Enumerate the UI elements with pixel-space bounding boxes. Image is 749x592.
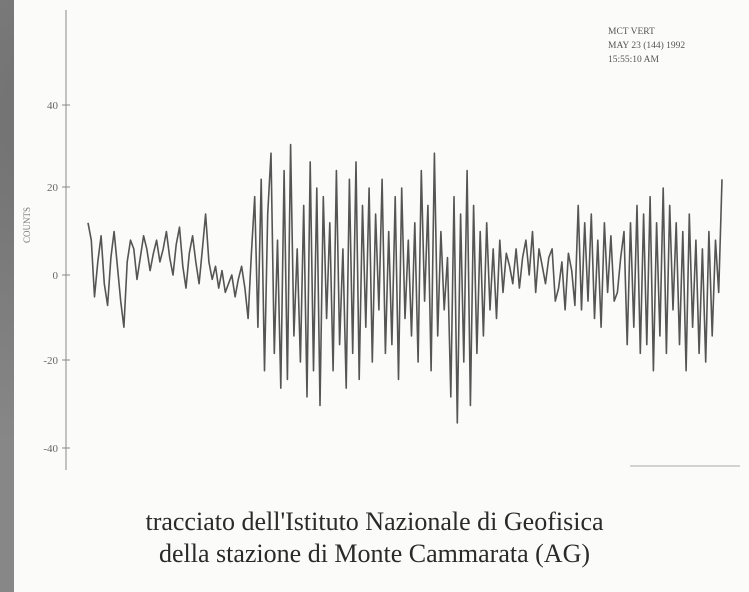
y-axis-label: COUNTS xyxy=(22,207,32,243)
caption-line-2: della stazione di Monte Cammarata (AG) xyxy=(158,539,591,568)
time-header-line: 15:55:10 AM xyxy=(608,55,659,65)
y-tick-label: 40 xyxy=(47,100,59,112)
date-header-line: MAY 23 (144) 1992 xyxy=(608,40,685,51)
y-tick-label: 20 xyxy=(47,182,59,194)
seismogram-trace xyxy=(87,143,723,424)
caption-line-1: tracciato dell'Istituto Nazionale di Geo… xyxy=(145,507,604,536)
y-tick-label: -40 xyxy=(43,443,58,455)
caption: tracciato dell'Istituto Nazionale di Geo… xyxy=(0,506,749,570)
station-header-line: MCT VERT xyxy=(608,27,655,37)
y-tick-label: 0 xyxy=(53,270,59,282)
y-tick-label: -20 xyxy=(43,355,58,367)
